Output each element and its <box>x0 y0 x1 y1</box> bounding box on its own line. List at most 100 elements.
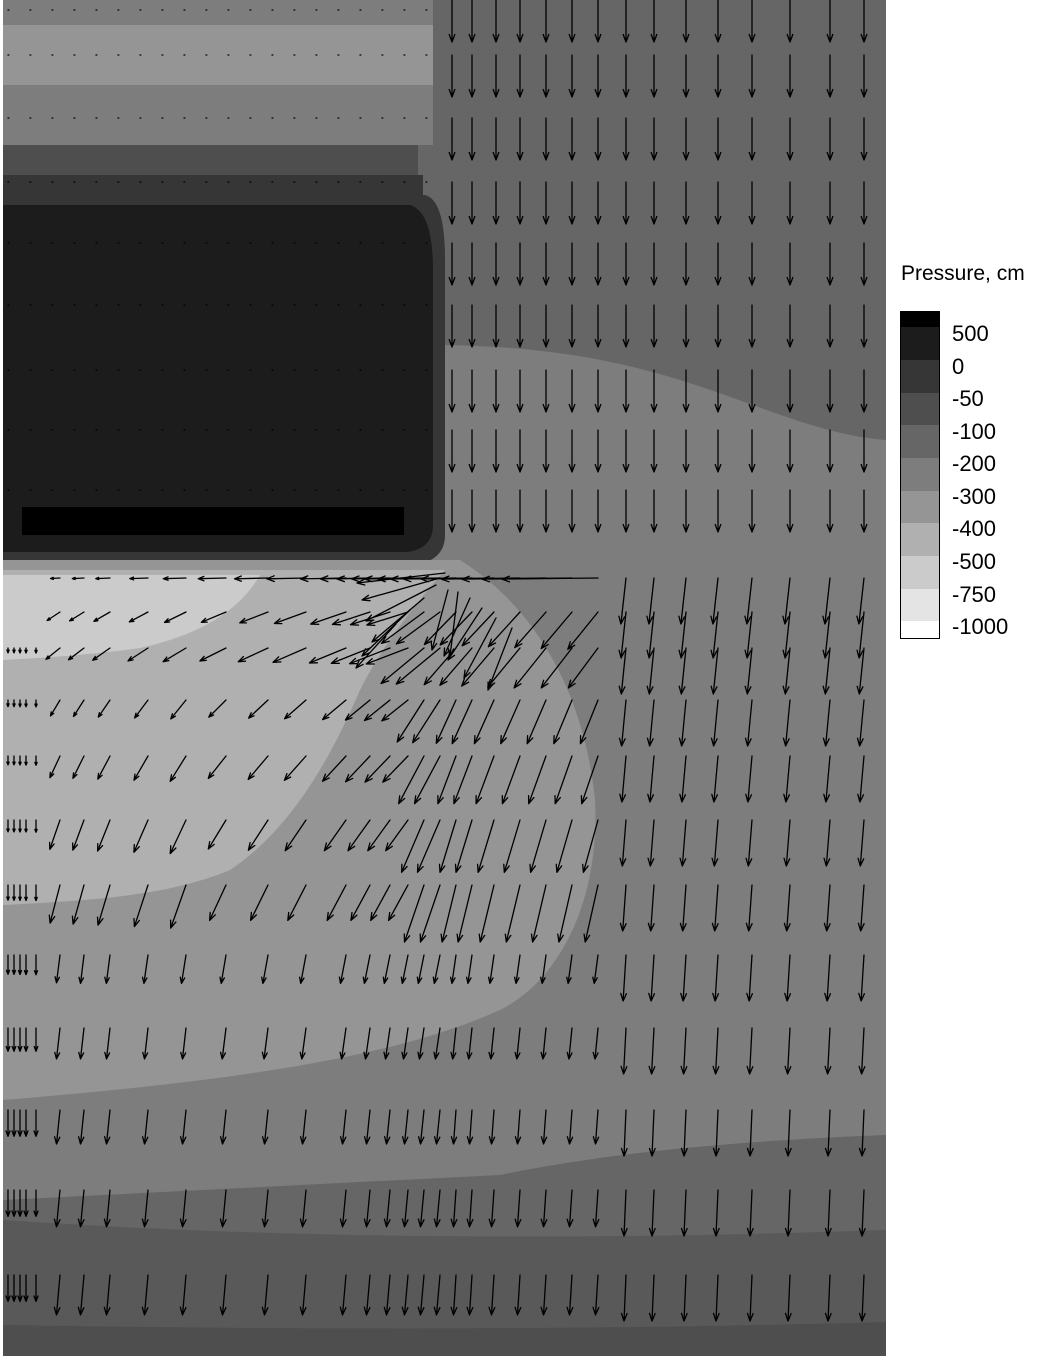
velocity-arrow <box>440 884 457 943</box>
velocity-arrow <box>78 1027 85 1060</box>
legend-swatch-neg300 <box>900 458 940 491</box>
velocity-arrow <box>568 304 576 348</box>
velocity-arrow <box>401 1027 409 1060</box>
velocity-arrow <box>450 1189 458 1228</box>
legend-label-neg500: -500 <box>952 549 997 574</box>
velocity-arrow <box>450 1109 458 1145</box>
legend-swatch-0 <box>900 327 940 360</box>
velocity-arrow <box>786 489 794 533</box>
velocity-arrow <box>748 429 756 473</box>
velocity-arrow <box>417 1274 425 1316</box>
velocity-arrow <box>48 884 61 924</box>
velocity-arrow <box>618 647 627 695</box>
velocity-arrow <box>856 577 865 625</box>
velocity-arrow <box>363 1109 371 1145</box>
velocity-arrow <box>858 1109 866 1157</box>
velocity-arrow <box>363 1189 371 1228</box>
velocity-arrow <box>339 1027 347 1060</box>
velocity-arrow <box>823 819 831 867</box>
velocity-arrow <box>487 954 495 985</box>
velocity-arrow <box>169 819 187 855</box>
velocity-arrow <box>330 647 371 665</box>
velocity-arrow <box>338 954 347 985</box>
velocity-arrow <box>513 647 547 689</box>
velocity-arrow <box>680 1109 688 1157</box>
velocity-arrow <box>712 1109 720 1157</box>
velocity-arrow <box>78 954 85 985</box>
velocity-arrow <box>822 647 831 695</box>
velocity-arrow <box>679 884 687 932</box>
velocity-arrow <box>344 755 371 783</box>
velocity-arrow <box>433 1027 441 1060</box>
velocity-arrow <box>433 1274 441 1316</box>
velocity-arrow <box>857 755 865 803</box>
velocity-arrow <box>824 1189 832 1237</box>
legend-label-neg200: -200 <box>952 451 997 476</box>
velocity-arrow <box>6 647 10 654</box>
velocity-arrow <box>23 1189 29 1218</box>
velocity-arrow <box>501 755 521 805</box>
velocity-arrow <box>826 369 834 413</box>
velocity-arrow <box>261 1274 269 1316</box>
velocity-arrow <box>784 1189 792 1237</box>
velocity-arrow <box>366 611 409 627</box>
velocity-arrow <box>542 369 550 413</box>
velocity-arrow <box>501 575 599 583</box>
velocity-arrow <box>824 1274 832 1322</box>
velocity-arrow <box>744 577 753 625</box>
velocity-arrow <box>6 699 10 708</box>
velocity-arrow <box>128 611 149 623</box>
velocity-arrow <box>103 1109 111 1145</box>
velocity-arrow <box>24 884 28 902</box>
velocity-arrow <box>594 369 602 413</box>
velocity-arrow <box>12 755 16 766</box>
velocity-arrow <box>142 1027 149 1060</box>
velocity-arrow <box>594 242 602 286</box>
velocity-arrow <box>786 369 794 413</box>
velocity-arrow <box>592 954 599 985</box>
velocity-arrow <box>371 597 425 643</box>
velocity-arrow <box>542 242 550 286</box>
velocity-arrow <box>33 1109 39 1137</box>
contour-strip-top-2 <box>3 25 433 85</box>
velocity-arrow <box>682 304 690 348</box>
velocity-arrow <box>207 819 227 850</box>
legend-swatch-min <box>900 621 940 639</box>
velocity-arrow <box>450 1027 457 1060</box>
contour-band-bulb-inner <box>3 575 260 660</box>
velocity-arrow <box>679 819 687 867</box>
velocity-arrow <box>492 54 500 98</box>
velocity-arrow <box>448 242 456 286</box>
velocity-arrow <box>746 1189 754 1237</box>
velocity-arrow <box>618 577 627 625</box>
velocity-arrow <box>34 884 38 902</box>
velocity-arrow <box>529 819 547 873</box>
velocity-arrow <box>310 611 347 625</box>
velocity-arrow <box>68 611 85 622</box>
velocity-arrow <box>516 54 524 98</box>
velocity-arrow <box>179 1109 187 1145</box>
velocity-arrow <box>568 0 576 43</box>
velocity-arrow <box>646 647 655 695</box>
velocity-arrow <box>648 1027 656 1075</box>
velocity-arrow <box>461 647 495 687</box>
velocity-arrow <box>619 755 627 803</box>
velocity-arrow <box>18 884 22 902</box>
velocity-arrow <box>567 611 599 650</box>
velocity-arrow <box>650 117 658 161</box>
velocity-arrow <box>540 1274 548 1316</box>
velocity-arrow <box>622 429 630 473</box>
velocity-arrow <box>5 1189 11 1218</box>
velocity-arrow <box>103 1274 111 1316</box>
velocity-arrow <box>786 304 794 348</box>
contour-strip-top-1 <box>3 0 433 25</box>
velocity-arrow <box>33 1189 39 1218</box>
velocity-arrow <box>466 1109 474 1145</box>
velocity-arrow <box>822 699 831 747</box>
velocity-arrow <box>448 304 456 348</box>
velocity-arrow <box>492 489 500 533</box>
velocity-arrow <box>824 1109 832 1157</box>
velocity-arrow <box>648 1109 656 1157</box>
velocity-arrow <box>308 647 347 664</box>
velocity-arrow <box>53 1274 61 1316</box>
